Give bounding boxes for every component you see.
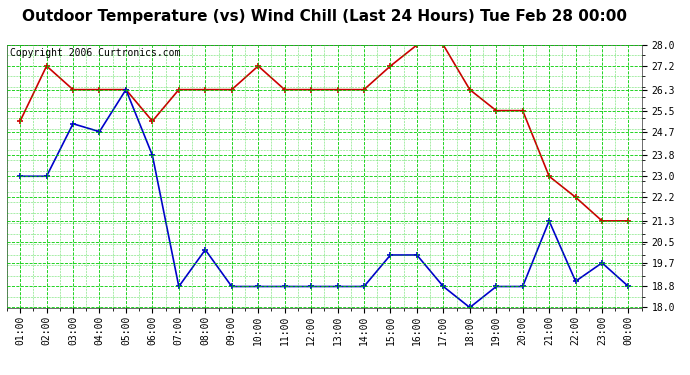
Text: Outdoor Temperature (vs) Wind Chill (Last 24 Hours) Tue Feb 28 00:00: Outdoor Temperature (vs) Wind Chill (Las… — [22, 9, 627, 24]
Text: Copyright 2006 Curtronics.com: Copyright 2006 Curtronics.com — [10, 48, 181, 58]
